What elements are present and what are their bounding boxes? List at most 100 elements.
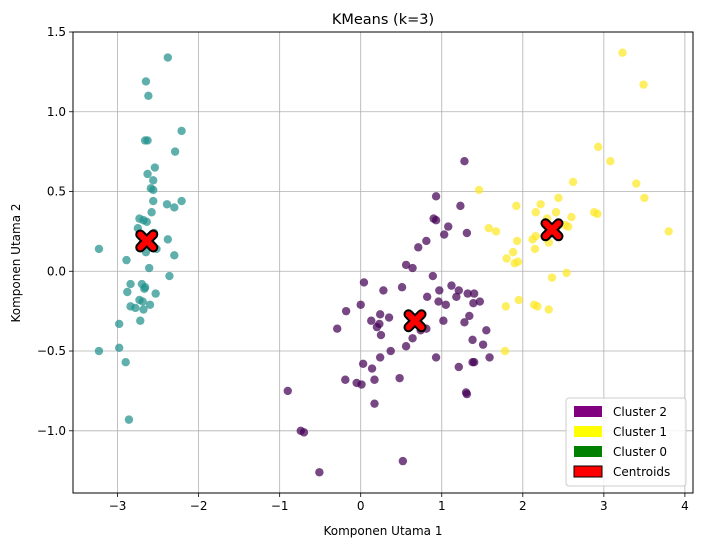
cluster-2-point xyxy=(408,263,417,273)
cluster-1-point xyxy=(500,346,510,356)
cluster-0-point xyxy=(114,319,124,329)
legend-label-cluster-2: Cluster 2 xyxy=(613,405,667,419)
cluster-0-point xyxy=(149,176,158,185)
cluster-1-point xyxy=(530,244,540,254)
cluster-2-point xyxy=(435,286,444,295)
cluster-1-point xyxy=(551,208,561,217)
cluster-2-point xyxy=(397,283,407,292)
cluster-1-point xyxy=(491,227,501,236)
cluster-2-point xyxy=(478,340,488,349)
legend-box xyxy=(565,397,687,487)
cluster-0-point xyxy=(114,343,124,353)
cluster-0-point xyxy=(143,136,152,145)
cluster-1-point xyxy=(554,193,563,203)
data-points xyxy=(94,48,673,477)
x-tick-label: 0 xyxy=(357,499,365,513)
cluster-2-point xyxy=(384,313,394,322)
x-tick-label: 4 xyxy=(681,499,689,513)
cluster-0-point xyxy=(135,295,144,305)
cluster-2-point xyxy=(428,271,438,281)
cluster-1-point xyxy=(501,302,510,311)
y-axis-label: Komponen Utama 2 xyxy=(9,203,23,322)
cluster-2-point xyxy=(375,310,385,319)
legend-swatch-cluster-2 xyxy=(574,406,602,417)
cluster-0-point xyxy=(140,283,150,292)
cluster-1-point xyxy=(639,80,648,89)
cluster-1-point xyxy=(664,227,673,236)
cluster-2-point xyxy=(431,192,441,201)
x-tick-label: 2 xyxy=(519,499,527,513)
cluster-2-point xyxy=(315,468,324,477)
cluster-1-point xyxy=(593,209,602,219)
cluster-1-point xyxy=(510,259,519,268)
cluster-2-point xyxy=(422,236,431,246)
cluster-2-point xyxy=(485,353,494,362)
cluster-0-point xyxy=(170,251,179,260)
cluster-0-point xyxy=(162,200,172,209)
cluster-2-point xyxy=(462,389,472,399)
legend-label-cluster-1: Cluster 1 xyxy=(613,425,667,439)
centroid-fill xyxy=(137,231,157,251)
cluster-1-point xyxy=(547,273,557,282)
cluster-2-point xyxy=(482,326,491,335)
cluster-2-point xyxy=(462,228,472,238)
y-tick-label: 1.5 xyxy=(47,25,66,39)
cluster-2-point xyxy=(370,375,379,384)
cluster-2-point xyxy=(376,330,386,340)
cluster-2-point xyxy=(379,286,388,295)
y-tick-label: 0.0 xyxy=(47,264,66,278)
x-tick-label: −3 xyxy=(109,499,127,513)
cluster-0-point xyxy=(121,357,130,367)
cluster-2-point xyxy=(401,342,411,351)
cluster-1-point xyxy=(531,208,540,217)
cluster-2-point xyxy=(441,300,451,309)
cluster-2-point xyxy=(408,334,417,343)
cluster-2-point xyxy=(469,289,479,298)
cluster-0-point xyxy=(147,208,156,217)
cluster-1-point xyxy=(618,48,627,57)
chart-title: KMeans (k=3) xyxy=(332,12,434,28)
cluster-2-point xyxy=(452,292,461,301)
cluster-2-point xyxy=(469,298,478,308)
legend-swatch-cluster-1 xyxy=(574,426,602,437)
cluster-2-point xyxy=(465,311,474,321)
cluster-0-point xyxy=(170,203,179,212)
x-tick-label: 1 xyxy=(438,499,446,513)
cluster-0-point xyxy=(177,126,186,136)
centroid-marker xyxy=(135,229,159,253)
cluster-0-point xyxy=(177,196,186,206)
cluster-2-point xyxy=(444,222,453,231)
legend: Cluster 2 Cluster 1 Cluster 0 Centroids xyxy=(565,397,687,487)
cluster-2-point xyxy=(422,292,432,301)
cluster-0-point xyxy=(142,217,151,227)
y-tick-label: 0.5 xyxy=(47,185,66,199)
cluster-2-point xyxy=(356,300,365,309)
cluster-2-point xyxy=(454,362,463,372)
cluster-1-point xyxy=(512,236,522,246)
legend-swatch-cluster-0 xyxy=(574,446,602,457)
cluster-2-point xyxy=(460,157,469,166)
cluster-2-point xyxy=(414,243,423,252)
cluster-1-point xyxy=(606,157,615,166)
cluster-2-point xyxy=(439,230,449,239)
cluster-2-point xyxy=(367,316,376,325)
legend-label-cluster-0: Cluster 0 xyxy=(613,445,667,459)
cluster-2-point xyxy=(475,297,485,306)
cluster-1-point xyxy=(474,185,484,195)
cluster-0-point xyxy=(144,263,154,273)
x-tick-label: 3 xyxy=(600,499,608,513)
cluster-2-point xyxy=(447,281,456,290)
cluster-2-point xyxy=(463,289,472,298)
cluster-2-point xyxy=(375,353,385,362)
cluster-0-point xyxy=(150,163,160,172)
cluster-2-point xyxy=(468,335,477,345)
cluster-2-point xyxy=(341,306,351,316)
cluster-1-point xyxy=(536,200,545,209)
cluster-0-point xyxy=(131,303,140,313)
x-tick-label: −2 xyxy=(190,499,208,513)
cluster-0-point xyxy=(122,255,131,265)
cluster-0-point xyxy=(145,300,155,309)
cluster-1-point xyxy=(512,201,521,211)
cluster-2-point xyxy=(386,346,395,356)
